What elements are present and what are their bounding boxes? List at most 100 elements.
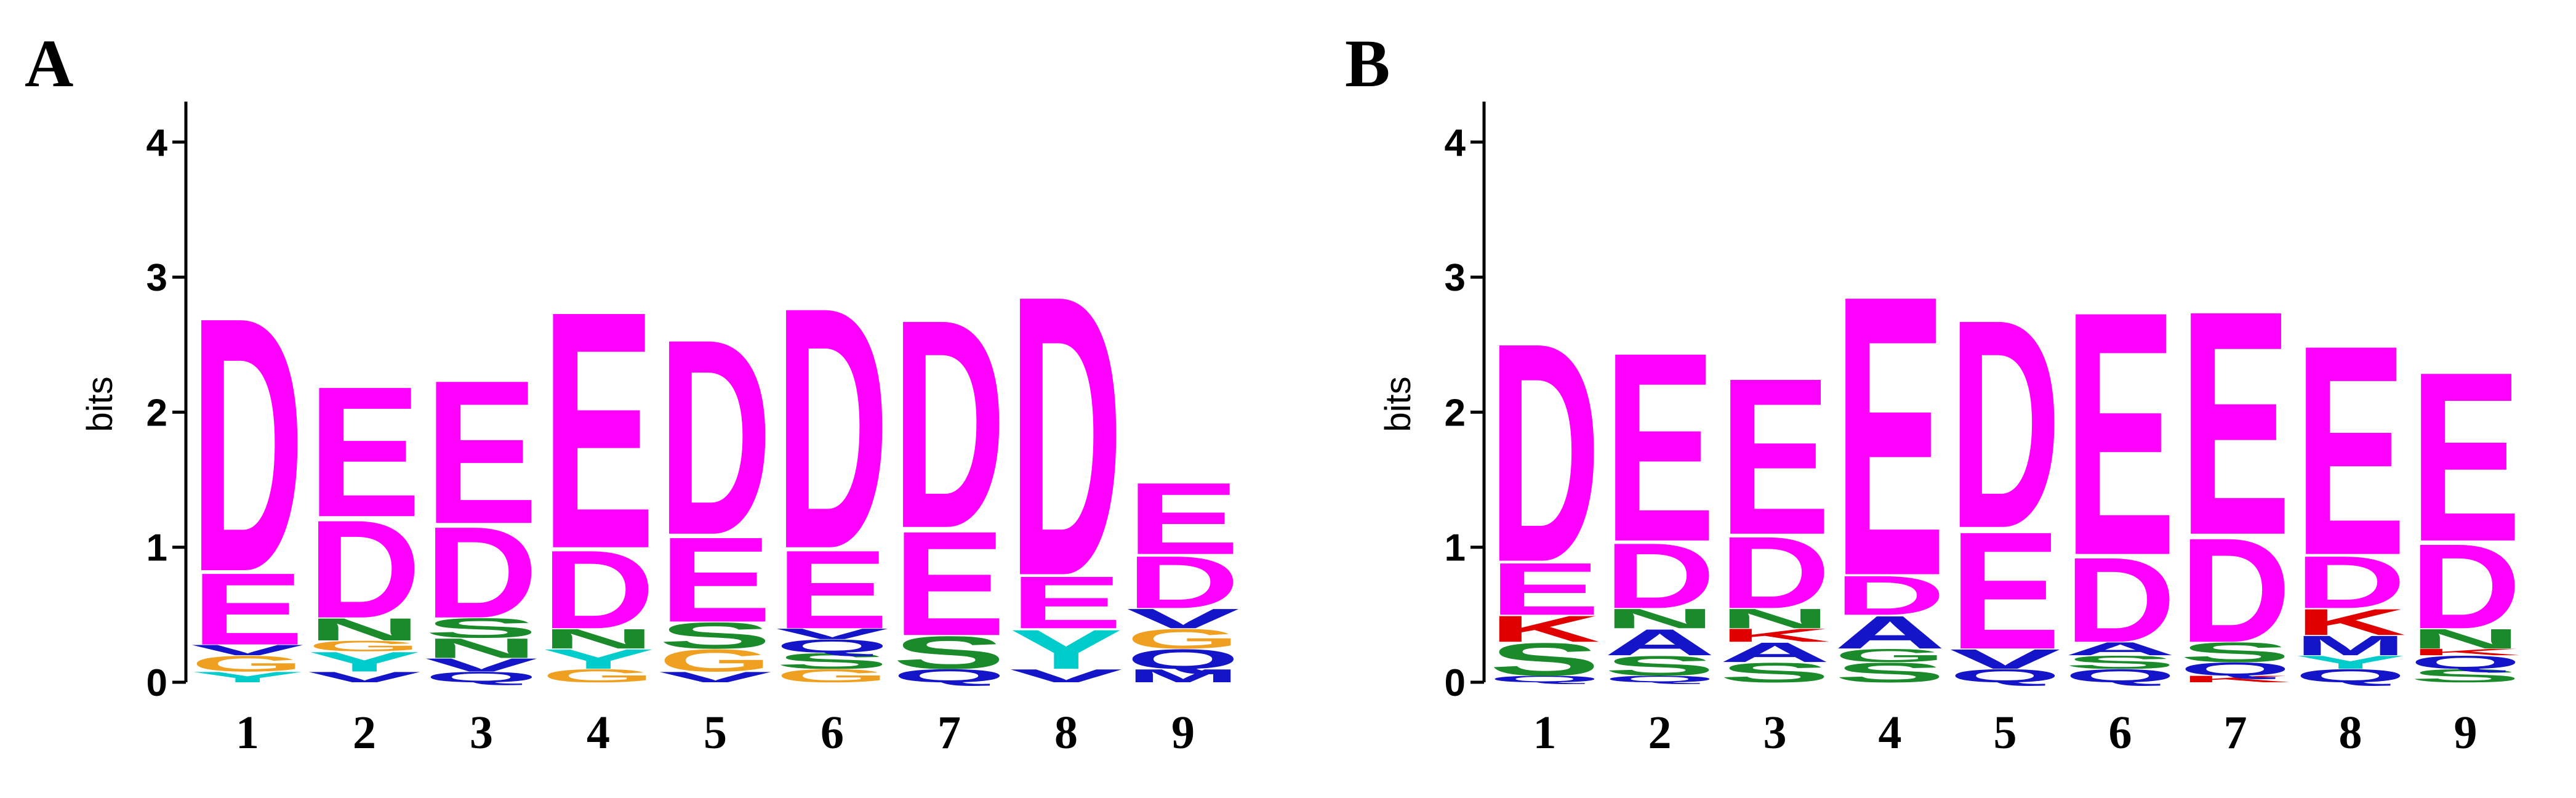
letter-group: G [542,666,655,687]
logo-letter: V [1009,666,1123,687]
logo-letter: N [542,624,655,655]
letter-group: V [191,642,304,658]
letter-group: G [1126,624,1240,655]
logo-letter: D [659,282,772,594]
logo-letter: S [659,615,772,657]
letter-group: A [1719,637,1831,668]
letter-group: S [425,613,538,643]
letter-group: S [776,648,889,674]
logo-letter: Q [2295,666,2406,687]
letter-group: E [1126,462,1240,576]
letter-group: A [1834,607,1946,659]
letter-group: E [191,552,304,667]
logo-letter: S [2410,666,2521,687]
logo-letter: Q [2064,666,2176,687]
position-label: 3 [1763,707,1787,759]
logo-letter: Q [1489,674,1600,684]
logo-letter: S [2064,652,2176,673]
logo-letter: S [893,627,1006,679]
logo-letter: E [1719,331,1831,581]
logo-letter: S [1834,657,1946,688]
logo-letter: D [1489,278,1600,627]
logo-letter: G [542,666,655,687]
letter-group: E [2064,239,2176,628]
logo-letter: K [2180,674,2291,684]
letter-group: E [2295,282,2406,618]
logo-letter: E [1489,547,1600,631]
letter-group: D [893,257,1006,590]
position-label: 8 [2339,707,2362,759]
letter-group: V [776,626,889,642]
letter-group: Q [2064,666,2176,687]
logo-letter: S [425,613,538,643]
position-label: 9 [2454,707,2478,759]
y-tick-label: 1 [1445,527,1466,570]
letter-group: S [893,627,1006,679]
logo-letter: A [1604,621,1715,663]
y-tick-label: 2 [146,392,167,434]
logo-letter: E [191,552,304,667]
logo-letter: D [425,500,538,646]
position-label: 6 [2109,707,2132,759]
letter-group: M [2295,630,2406,661]
letter-group: G [776,666,889,687]
logo-letter: D [308,491,421,647]
logo-letter: Q [893,666,1006,687]
logo-letter: G [191,651,304,677]
logo-letter: D [2064,533,2176,668]
logo-letter: N [1604,603,1715,634]
logo-letter: N [308,612,421,647]
logo-letter: K [2295,602,2406,643]
logo-letter: S [1489,634,1600,686]
letter-group: N [1719,603,1831,634]
letter-group: K [2410,647,2521,658]
letter-group: D [659,282,772,594]
letter-group: D [1834,565,1946,627]
position-label: 4 [587,707,610,759]
letter-group: Q [776,635,889,656]
letter-group: D [2295,541,2406,624]
letter-group: S [1604,650,1715,682]
letter-group: Y [2295,652,2406,673]
logo-letter: E [2064,239,2176,628]
letter-group: S [2180,637,2291,668]
letter-group: E [2180,243,2291,602]
letter-group: K [2180,674,2291,684]
letter-group: E [308,348,421,556]
logo-letter: Q [425,669,538,685]
logo-letter: E [659,513,772,648]
logo-letter: E [2410,321,2521,592]
letter-group: N [2410,623,2521,655]
letter-group: D [1009,212,1123,660]
letter-group: D [425,500,538,646]
logo-letter: V [776,626,889,642]
letter-group: V [425,655,538,675]
logo-letter: Q [2410,652,2521,673]
letter-group: N [1604,603,1715,634]
y-tick-label: 0 [1445,662,1466,704]
position-label: 3 [470,707,493,759]
letter-group: D [2180,508,2291,674]
position-label: 8 [1054,707,1078,759]
letter-group: S [1834,657,1946,688]
letter-group: V [1009,666,1123,687]
letter-group: D [1604,524,1715,628]
logo-letter: D [191,241,304,647]
logo-letter: A [1834,607,1946,659]
logo-letter: Y [542,643,655,674]
y-tick-label: 2 [1445,392,1466,434]
letter-group: D [1949,258,2061,590]
y-tick-label: 4 [1445,122,1466,164]
panel-label: A [25,26,73,101]
y-tick-label: 3 [146,257,167,299]
logo-letter: S [1719,657,1831,688]
panel-label: B [1345,26,1390,101]
position-label: 5 [1994,707,2017,759]
logo-letter: E [2295,282,2406,618]
logo-letter: E [425,337,538,566]
letter-group: K [1719,625,1831,646]
letter-group: Q [2180,659,2291,680]
letter-group: D [308,491,421,647]
logo-letter: D [1604,524,1715,628]
logo-letter: E [1126,462,1240,576]
